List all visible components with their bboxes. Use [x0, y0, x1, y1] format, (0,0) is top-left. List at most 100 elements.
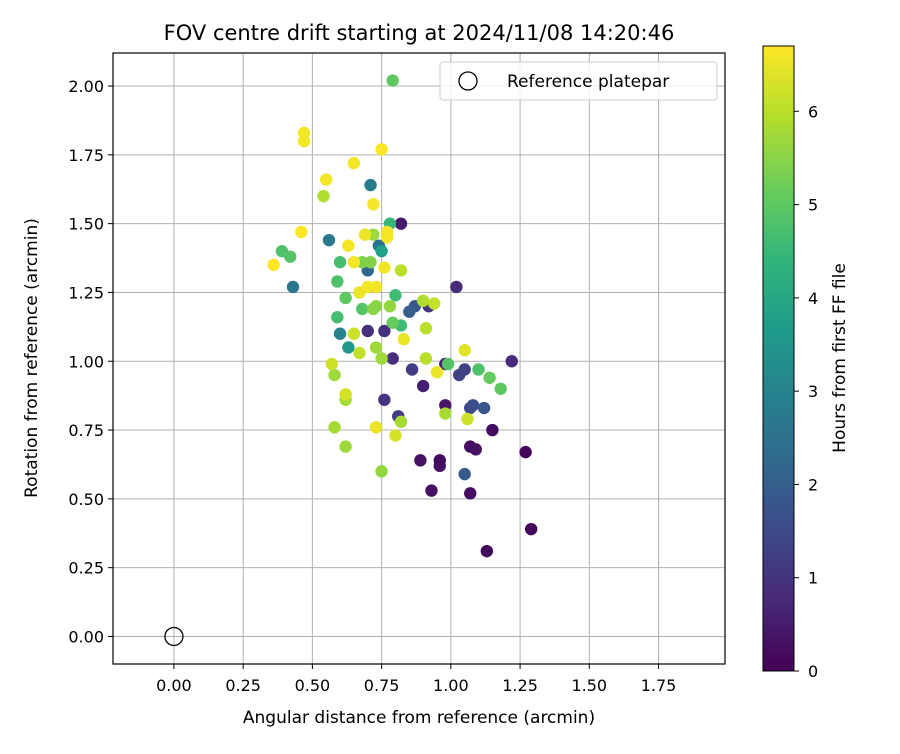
data-point: [320, 173, 333, 186]
data-point: [342, 341, 355, 354]
data-point: [333, 255, 347, 269]
data-point: [347, 255, 361, 269]
data-point: [339, 440, 352, 453]
data-point: [483, 371, 496, 384]
y-tick-label: 0.75: [68, 421, 104, 440]
colorbar-label: Hours from first FF file: [830, 263, 850, 453]
x-tick-label: 1.25: [502, 676, 538, 695]
data-point: [286, 280, 300, 294]
colorbar-tick-label: 1: [808, 569, 818, 588]
data-point: [325, 357, 338, 371]
data-point: [441, 357, 455, 371]
data-point: [394, 415, 408, 429]
data-point: [297, 134, 311, 148]
colorbar-tick-label: 2: [808, 475, 818, 494]
data-point: [361, 324, 374, 338]
data-point: [394, 264, 408, 277]
data-point: [328, 421, 341, 434]
data-point: [389, 429, 402, 442]
data-point: [450, 280, 463, 294]
data-point: [524, 522, 538, 536]
data-point: [369, 300, 383, 313]
legend-entry-reference-platepar: Reference platepar: [507, 72, 669, 92]
colorbar-tick-label: 5: [808, 196, 818, 215]
y-tick-label: 2.00: [68, 77, 104, 96]
data-point: [267, 258, 280, 272]
y-tick-label: 1.50: [68, 215, 104, 234]
data-point: [472, 363, 485, 376]
data-point: [416, 294, 430, 307]
data-point: [519, 445, 532, 459]
data-point: [380, 231, 394, 244]
data-point: [439, 407, 452, 420]
x-axis-label: Angular distance from reference (arcmin): [243, 708, 595, 728]
data-point: [369, 280, 383, 294]
colorbar-tick-label: 0: [808, 662, 818, 681]
x-tick-label: 0.25: [225, 676, 261, 695]
legend-box: [439, 61, 718, 101]
y-axis-label: Rotation from reference (arcmin): [22, 218, 42, 498]
reference-layer: [164, 626, 184, 647]
grid: [113, 53, 725, 664]
data-point: [328, 368, 341, 382]
data-point: [458, 467, 471, 481]
data-point: [375, 143, 388, 156]
y-tick-label: 0.50: [68, 490, 104, 509]
plot-frame: [112, 52, 726, 665]
colorbar-tick-label: 4: [808, 289, 818, 308]
data-points: [267, 74, 538, 558]
data-point: [414, 454, 427, 467]
y-tick-label: 1.00: [68, 352, 104, 371]
data-point: [386, 316, 399, 329]
colorbar: 0 1 2 3 4 5 6 Hours from first FF file: [762, 45, 850, 681]
x-tick-label: 0.75: [364, 676, 400, 695]
data-point: [428, 297, 441, 310]
data-point: [367, 198, 380, 211]
y-tick-label: 0.00: [68, 627, 104, 646]
data-point: [461, 412, 474, 426]
data-point: [397, 333, 410, 346]
data-point: [405, 363, 419, 376]
colorbar-tick-label: 6: [808, 102, 818, 121]
data-point: [369, 421, 383, 434]
data-point: [494, 382, 507, 395]
y-tick-label: 1.75: [68, 146, 104, 165]
data-point: [505, 355, 518, 368]
data-point: [331, 311, 344, 324]
y-tick-label: 1.25: [68, 283, 104, 302]
data-point: [416, 379, 430, 393]
data-point: [430, 366, 444, 379]
data-point: [284, 250, 297, 263]
x-tick-label: 1.75: [641, 676, 677, 695]
data-point: [375, 465, 388, 478]
legend-marker-hollow-circle: [458, 71, 478, 91]
data-point: [389, 288, 402, 302]
x-tick-label: 1.00: [433, 676, 469, 695]
x-tick-label: 0.00: [156, 676, 192, 695]
data-point: [295, 225, 308, 239]
data-point: [378, 324, 391, 338]
data-point: [433, 454, 446, 467]
x-tick-label: 0.50: [295, 676, 331, 695]
data-point: [356, 302, 369, 316]
chart-title: FOV centre drift starting at 2024/11/08 …: [164, 21, 675, 45]
data-point: [477, 401, 491, 415]
data-point: [331, 275, 344, 288]
data-point: [333, 327, 347, 340]
data-point: [386, 74, 399, 87]
data-point: [425, 484, 438, 497]
data-point: [339, 388, 352, 401]
data-point: [322, 233, 336, 247]
data-point: [364, 178, 377, 192]
data-point: [458, 363, 471, 376]
data-point: [369, 341, 383, 354]
data-point: [339, 291, 352, 305]
legend: Reference platepar: [439, 61, 718, 101]
data-point: [317, 189, 330, 203]
data-point: [383, 300, 397, 313]
data-point: [378, 261, 391, 274]
data-point: [347, 327, 361, 340]
